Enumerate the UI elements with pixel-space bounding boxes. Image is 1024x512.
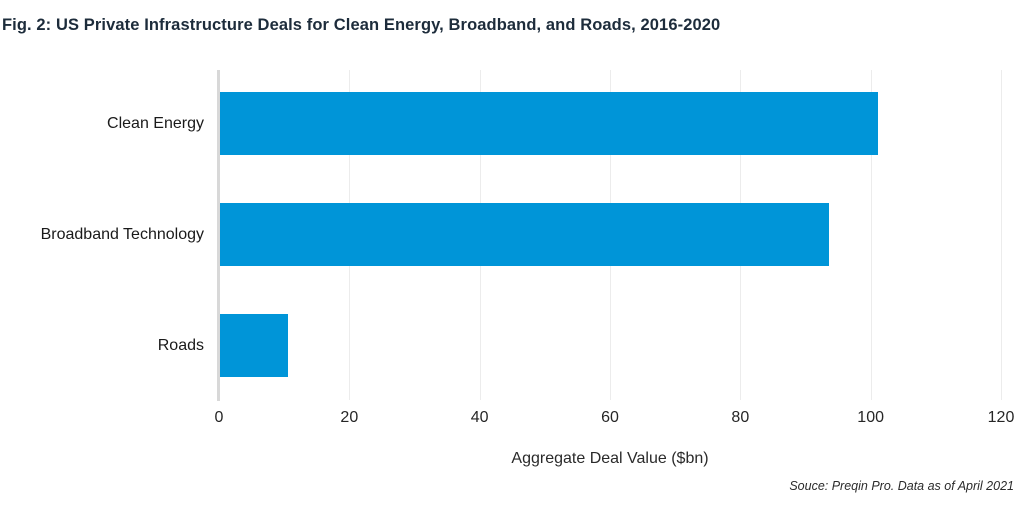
gridline-120 bbox=[1001, 70, 1002, 400]
gridline-100 bbox=[870, 70, 872, 400]
x-tick-label-40: 40 bbox=[470, 409, 489, 426]
category-label-clean-energy: Clean Energy bbox=[107, 114, 204, 132]
x-tick-label-100: 100 bbox=[857, 409, 885, 426]
bar-roads bbox=[220, 314, 289, 377]
category-label-broadband-technology: Broadband Technology bbox=[40, 225, 204, 243]
x-tick-label-80: 80 bbox=[731, 409, 750, 426]
x-tick-label-60: 60 bbox=[601, 409, 619, 426]
x-axis-title: Aggregate Deal Value ($bn) bbox=[511, 450, 709, 467]
bar-broadband-technology bbox=[220, 203, 830, 266]
category-label-roads: Roads bbox=[157, 336, 204, 354]
chart-title: Fig. 2: US Private Infrastructure Deals … bbox=[2, 16, 721, 34]
x-tick-label-120: 120 bbox=[987, 409, 1015, 426]
source-note: Souce: Preqin Pro. Data as of April 2021 bbox=[789, 479, 1014, 493]
y-axis-line bbox=[217, 70, 220, 401]
x-tick-label-20: 20 bbox=[340, 409, 359, 426]
bar-clean-energy bbox=[220, 92, 879, 155]
plot-area bbox=[217, 70, 1002, 401]
x-tick-label-0: 0 bbox=[214, 409, 224, 426]
